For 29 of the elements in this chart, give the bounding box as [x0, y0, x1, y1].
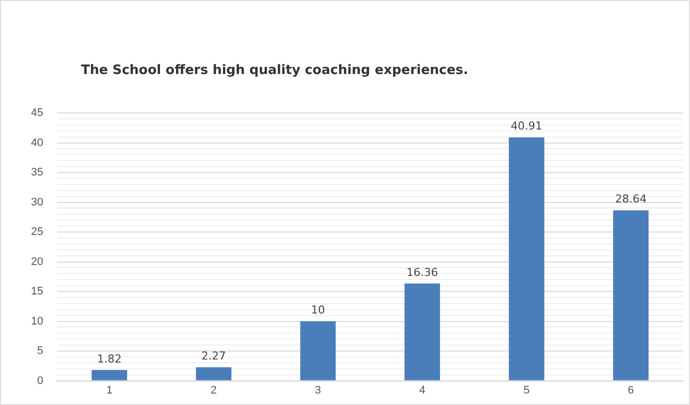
chart-title: The School offers high quality coaching experiences.	[81, 63, 468, 78]
bar	[404, 283, 440, 380]
bar	[613, 210, 649, 380]
x-tick-label: 4	[419, 384, 426, 396]
x-tick-label: 5	[523, 384, 530, 396]
x-tick-label: 2	[210, 384, 217, 396]
data-label: 28.64	[615, 192, 647, 206]
bar	[196, 367, 232, 380]
y-tick-label: 45	[30, 107, 44, 120]
data-label: 40.91	[510, 120, 542, 133]
y-tick-label: 0	[37, 374, 44, 387]
y-tick-label: 15	[30, 286, 44, 298]
y-tick-label: 10	[30, 315, 44, 328]
y-tick-label: 35	[30, 166, 44, 179]
y-tick-label: 30	[30, 196, 44, 208]
data-label: 1.82	[97, 352, 122, 366]
data-label: 10	[310, 304, 325, 317]
y-tick-label: 20	[30, 256, 44, 268]
y-tick-label: 40	[30, 136, 44, 149]
x-tick-label: 3	[314, 384, 322, 396]
data-label: 16.36	[406, 266, 438, 279]
x-tick-label: 6	[628, 384, 634, 396]
bar	[508, 137, 544, 380]
data-label: 2.27	[201, 350, 226, 363]
x-tick-label: 1	[106, 384, 112, 396]
y-tick-label: 25	[30, 226, 44, 238]
y-tick-label: 5	[37, 345, 44, 358]
bar	[300, 321, 336, 380]
bar	[92, 370, 128, 380]
